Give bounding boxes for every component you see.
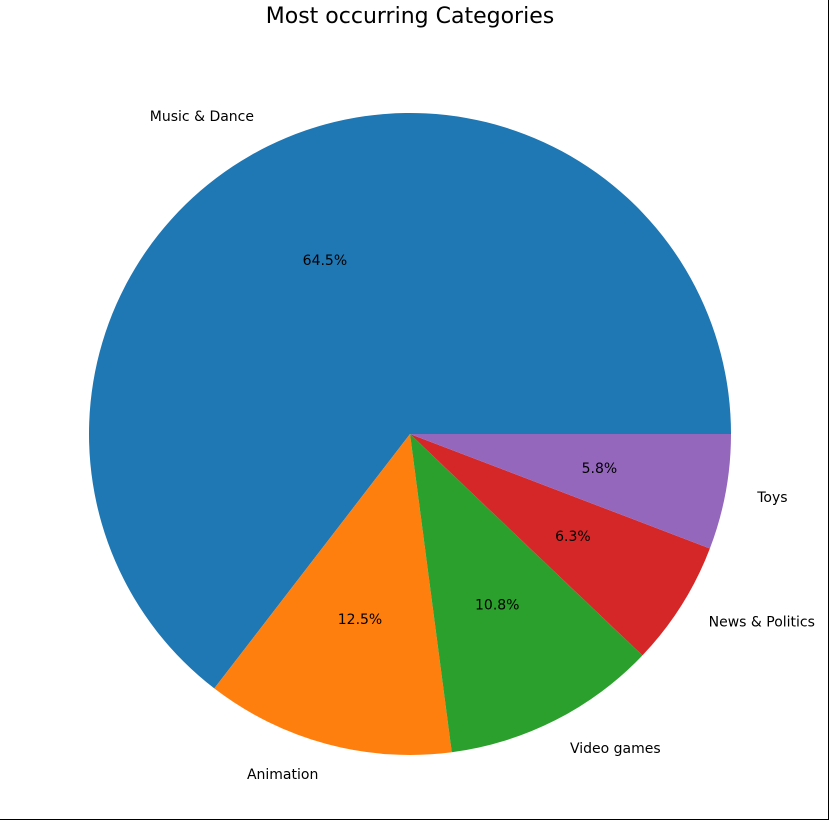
chart-title: Most occurring Categories: [265, 4, 555, 29]
percentage-label-toys: 5.8%: [582, 461, 618, 477]
percentage-label-news-and-politics: 6.3%: [555, 529, 591, 545]
pie-slice-animation: [214, 434, 452, 755]
category-label-music-and-dance: Music & Dance: [150, 109, 254, 125]
category-labels: Music & Dance Animation Video games News & …: [150, 109, 815, 783]
pie-slice-music-and-dance: [88, 112, 731, 689]
category-label-news-and-politics: News & Politics: [709, 614, 815, 630]
category-label-video-games: Video games: [570, 741, 661, 757]
pie-slice-toys: [410, 434, 731, 549]
pie-slice-news-and-politics: [410, 434, 710, 656]
pie-slices: [88, 112, 731, 755]
percentage-label-animation: 12.5%: [338, 612, 382, 628]
category-label-animation: Animation: [247, 767, 318, 783]
pie-slice-video-games: [410, 434, 643, 753]
percentage-label-video-games: 10.8%: [475, 598, 519, 614]
percentage-labels: 64.5% 12.5% 10.8% 6.3% 5.8%: [303, 253, 618, 628]
category-label-toys: Toys: [756, 490, 787, 506]
percentage-label-music-and-dance: 64.5%: [303, 253, 347, 269]
